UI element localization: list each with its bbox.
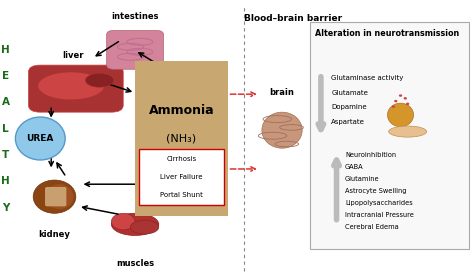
- Ellipse shape: [406, 102, 409, 105]
- Text: Dopamine: Dopamine: [331, 104, 367, 110]
- Text: Y: Y: [2, 203, 9, 213]
- Text: Ammonia: Ammonia: [148, 104, 214, 117]
- Ellipse shape: [394, 100, 397, 102]
- Text: H: H: [1, 176, 10, 186]
- Text: Alteration in neurotransmission: Alteration in neurotransmission: [315, 29, 459, 38]
- Ellipse shape: [16, 117, 65, 160]
- Text: Blood–brain barrier: Blood–brain barrier: [244, 14, 342, 23]
- Ellipse shape: [389, 126, 427, 137]
- Ellipse shape: [111, 213, 159, 235]
- Text: Glutamate: Glutamate: [331, 89, 368, 96]
- Text: Glutamine: Glutamine: [345, 176, 380, 182]
- Text: brain: brain: [270, 88, 294, 97]
- Ellipse shape: [387, 103, 413, 127]
- FancyBboxPatch shape: [28, 65, 123, 112]
- Text: Cerebral Edema: Cerebral Edema: [345, 224, 399, 230]
- Ellipse shape: [45, 184, 73, 209]
- Text: GABA: GABA: [345, 164, 364, 170]
- Text: Cirrhosis: Cirrhosis: [166, 157, 196, 162]
- Text: Aspartate: Aspartate: [331, 119, 365, 125]
- FancyBboxPatch shape: [45, 187, 66, 206]
- Ellipse shape: [111, 213, 135, 230]
- Ellipse shape: [85, 73, 114, 87]
- Text: intestines: intestines: [111, 12, 159, 21]
- Text: H: H: [1, 45, 10, 55]
- Ellipse shape: [130, 220, 159, 234]
- Ellipse shape: [38, 72, 104, 100]
- Ellipse shape: [399, 94, 402, 97]
- Text: Neuroinhibition: Neuroinhibition: [345, 152, 396, 158]
- Ellipse shape: [392, 105, 395, 108]
- Text: Intracranial Pressure: Intracranial Pressure: [345, 212, 414, 218]
- Ellipse shape: [33, 180, 76, 213]
- FancyBboxPatch shape: [107, 30, 164, 69]
- Text: T: T: [2, 150, 9, 160]
- Text: L: L: [2, 124, 9, 134]
- Ellipse shape: [403, 97, 407, 100]
- FancyBboxPatch shape: [310, 22, 469, 249]
- Text: E: E: [2, 71, 9, 81]
- Text: muscles: muscles: [116, 259, 154, 268]
- FancyBboxPatch shape: [135, 61, 228, 216]
- Text: liver: liver: [63, 51, 84, 60]
- Text: Astrocyte Swelling: Astrocyte Swelling: [345, 188, 407, 194]
- Text: Portal Shunt: Portal Shunt: [160, 192, 203, 198]
- Text: A: A: [2, 98, 9, 107]
- Ellipse shape: [262, 112, 302, 148]
- Text: Glutaminase activity: Glutaminase activity: [331, 75, 404, 81]
- Text: Liver Failure: Liver Failure: [160, 174, 202, 180]
- FancyBboxPatch shape: [139, 149, 224, 205]
- Text: kidney: kidney: [38, 230, 71, 238]
- Text: UREA: UREA: [27, 134, 54, 143]
- Text: (NH₃): (NH₃): [166, 134, 196, 143]
- Text: Lipopolysaccharides: Lipopolysaccharides: [345, 200, 413, 206]
